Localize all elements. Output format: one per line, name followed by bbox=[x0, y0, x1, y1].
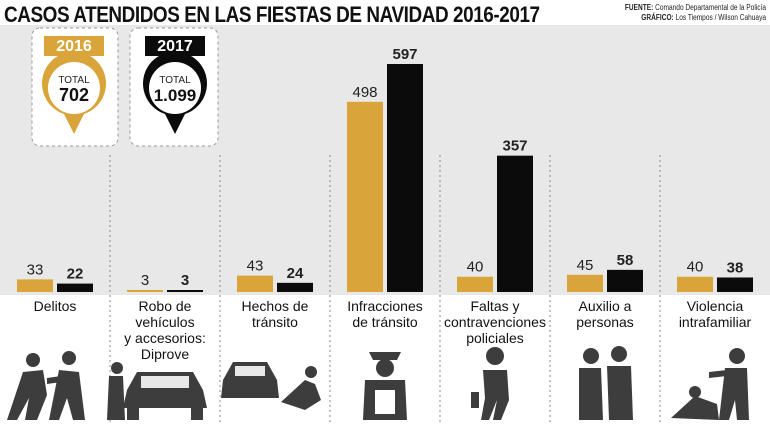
category-label: Hechos de tránsito bbox=[241, 298, 309, 330]
bar-2017 bbox=[497, 155, 533, 292]
source-text: Comando Departamental de la Policía bbox=[655, 3, 766, 12]
drunk-person-icon bbox=[471, 347, 509, 420]
value-label-2016: 40 bbox=[467, 259, 484, 276]
bar-2016 bbox=[127, 290, 163, 292]
value-label-2016: 498 bbox=[352, 84, 377, 101]
source-line: FUENTE: Comando Departamental de la Poli… bbox=[602, 3, 766, 13]
category-label: Violencia intrafamiliar bbox=[678, 298, 752, 330]
bar-2016 bbox=[347, 101, 383, 292]
value-label-2016: 33 bbox=[27, 261, 44, 278]
total-2017-badge: 2017 TOTAL 1.099 bbox=[129, 27, 219, 147]
category-label: Delitos bbox=[33, 298, 77, 314]
year-2016-tag bbox=[44, 36, 104, 56]
year-2016-label: 2016 bbox=[56, 38, 92, 55]
value-label-2016: 40 bbox=[687, 259, 704, 276]
graphic-label: GRÁFICO: bbox=[641, 13, 674, 22]
source-credits: FUENTE: Comando Departamental de la Poli… bbox=[602, 3, 766, 23]
domestic-violence-icon bbox=[671, 348, 749, 420]
thief-fight-icon bbox=[7, 351, 85, 420]
category-label: Auxilio a personas bbox=[576, 298, 634, 330]
bar-2017 bbox=[277, 282, 313, 292]
category-label: Infracciones de tránsito bbox=[347, 298, 423, 330]
total-2016-value: 702 bbox=[59, 85, 89, 105]
category-label: Faltas y contravenciones policiales bbox=[444, 298, 546, 346]
graphic-credit-line: GRÁFICO: Los Tiempos / Wilson Cahuaya bbox=[602, 13, 766, 23]
bar-2016 bbox=[17, 279, 53, 292]
value-label-2016: 3 bbox=[141, 272, 149, 289]
bar-2016 bbox=[457, 276, 493, 292]
bar-2017 bbox=[167, 290, 203, 292]
value-label-2017: 3 bbox=[181, 272, 189, 289]
source-label: FUENTE: bbox=[624, 3, 654, 12]
bar-2017 bbox=[57, 283, 93, 292]
value-label-2016: 45 bbox=[577, 257, 594, 274]
bar-2016 bbox=[567, 274, 603, 292]
value-label-2017: 58 bbox=[617, 252, 634, 269]
value-label-2017: 597 bbox=[392, 46, 417, 63]
value-label-2017: 22 bbox=[67, 266, 84, 283]
value-label-2016: 43 bbox=[247, 258, 264, 275]
bar-2017 bbox=[607, 269, 643, 292]
total-2016-label: TOTAL bbox=[58, 75, 90, 86]
total-2016-badge: 2016 TOTAL 702 bbox=[31, 27, 119, 147]
car-accident-icon bbox=[221, 362, 321, 410]
category-label: Robo de vehículos y accesorios: Diprove bbox=[124, 298, 206, 362]
year-2017-label: 2017 bbox=[157, 38, 193, 55]
bar-2016 bbox=[677, 276, 713, 292]
helping-person-icon bbox=[579, 346, 633, 420]
value-label-2017: 357 bbox=[502, 138, 527, 155]
traffic-police-icon bbox=[363, 352, 407, 420]
total-2017-value: 1.099 bbox=[154, 86, 197, 105]
chart-panel bbox=[0, 25, 770, 295]
total-2017-label: TOTAL bbox=[159, 75, 191, 86]
infographic-title: CASOS ATENDIDOS EN LAS FIESTAS DE NAVIDA… bbox=[4, 2, 540, 27]
bar-2017 bbox=[717, 277, 753, 292]
year-2017-tag bbox=[145, 36, 205, 56]
bar-2017 bbox=[387, 64, 423, 292]
value-label-2017: 38 bbox=[727, 259, 744, 276]
bar-2016 bbox=[237, 275, 273, 292]
graphic-credit-text: Los Tiempos / Wilson Cahuaya bbox=[675, 13, 766, 22]
value-label-2017: 24 bbox=[287, 265, 304, 282]
car-theft-icon bbox=[107, 362, 207, 420]
